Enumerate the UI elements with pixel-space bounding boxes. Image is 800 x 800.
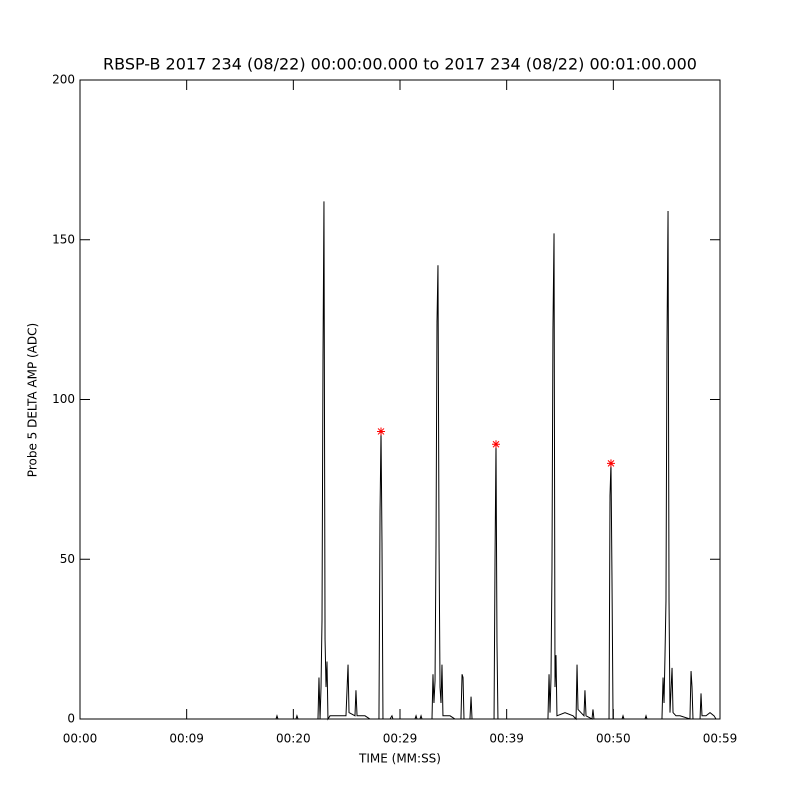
data-line <box>80 201 717 721</box>
star-marker <box>492 440 500 449</box>
y-tick-label: 0 <box>67 712 75 726</box>
x-tick-label: 00:00 <box>63 732 98 746</box>
x-tick-label: 00:29 <box>383 732 418 746</box>
x-tick-label: 00:50 <box>596 732 631 746</box>
y-tick-label: 100 <box>52 392 75 406</box>
x-axis-label: TIME (MM:SS) <box>358 752 441 766</box>
star-marker <box>377 427 386 436</box>
chart-title: RBSP-B 2017 234 (08/22) 00:00:00.000 to … <box>103 55 697 74</box>
x-tick-label: 00:20 <box>276 732 311 746</box>
x-tick-label: 00:59 <box>703 732 738 746</box>
y-tick-label: 200 <box>52 73 75 87</box>
x-tick-label: 00:09 <box>169 732 204 746</box>
y-tick-label: 50 <box>60 552 75 566</box>
y-axis-label: Probe 5 DELTA AMP (ADC) <box>26 323 40 477</box>
star-marker <box>606 459 615 468</box>
y-tick-label: 150 <box>52 232 75 246</box>
x-tick-label: 00:39 <box>489 732 524 746</box>
